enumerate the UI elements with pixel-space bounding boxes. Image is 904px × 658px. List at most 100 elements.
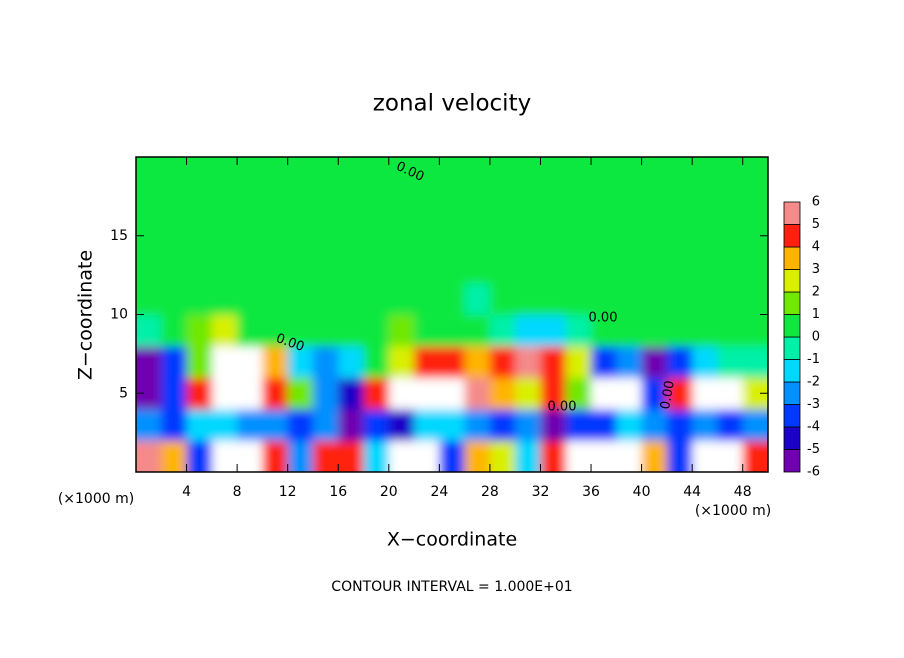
heat-cell: [211, 220, 238, 252]
heatmap: [136, 157, 768, 472]
heat-cell: [287, 283, 314, 315]
heat-cell: [388, 409, 415, 441]
heat-cell: [136, 409, 162, 441]
heat-cell: [237, 157, 263, 189]
heat-cell: [338, 251, 365, 284]
heat-cell: [287, 251, 314, 284]
unit-label: (×1000 m): [695, 503, 771, 519]
colorbar-swatch: [783, 269, 801, 293]
heat-cell: [616, 440, 643, 472]
heat-cell: [742, 251, 768, 284]
heat-cell: [136, 346, 162, 378]
heat-cell: [287, 220, 314, 252]
heat-cell: [186, 409, 213, 441]
heat-cell: [540, 377, 567, 410]
heat-cell: [666, 283, 693, 315]
heat-cell: [312, 440, 339, 472]
x-tick-label: 16: [329, 484, 347, 500]
heat-cell: [591, 440, 617, 472]
heat-cell: [489, 314, 516, 347]
colorbar-label: -5: [807, 442, 820, 457]
colorbar-swatch: [783, 336, 801, 360]
heat-cell: [591, 283, 617, 315]
heat-cell: [312, 251, 339, 284]
heat-cell: [262, 251, 289, 284]
heat-cell: [363, 346, 390, 378]
chart-title: zonal velocity: [373, 91, 531, 117]
heat-cell: [540, 220, 567, 252]
heat-cell: [641, 220, 668, 252]
heat-cell: [388, 283, 415, 315]
unit-label: (×1000 m): [58, 491, 134, 507]
colorbar-label: -2: [807, 375, 820, 390]
heat-cell: [414, 440, 440, 472]
heat-cell: [211, 314, 238, 347]
colorbar-label: 5: [812, 217, 820, 232]
heat-cell: [186, 314, 213, 347]
heat-cell: [211, 251, 238, 284]
heat-cell: [388, 251, 415, 284]
contour-label: 0.00: [589, 311, 618, 326]
heat-cell: [161, 346, 188, 378]
x-tick-label: 20: [380, 484, 398, 500]
heat-cell: [616, 188, 643, 221]
y-tick-label: 10: [110, 307, 128, 323]
heat-cell: [717, 220, 744, 252]
heat-cell: [742, 314, 768, 347]
heat-cell: [515, 314, 541, 347]
heat-cell: [414, 377, 440, 410]
heat-cell: [666, 314, 693, 347]
heat-cell: [666, 157, 693, 189]
heat-cell: [363, 377, 390, 410]
heat-cell: [388, 377, 415, 410]
heat-cell: [565, 188, 592, 221]
heat-cell: [515, 188, 541, 221]
heat-cell: [641, 188, 668, 221]
heat-cell: [540, 157, 567, 189]
colorbar-swatch: [783, 224, 801, 248]
heat-cell: [161, 314, 188, 347]
heat-cell: [439, 188, 466, 221]
heat-cell: [439, 251, 466, 284]
heat-cell: [237, 346, 263, 378]
colorbar-swatch: [783, 426, 801, 450]
footer: CONTOUR INTERVAL = 1.000E+01: [331, 579, 572, 595]
heat-cell: [464, 377, 491, 410]
heat-cell: [666, 409, 693, 441]
heat-cell: [161, 440, 188, 472]
heat-cell: [489, 346, 516, 378]
heat-cell: [287, 377, 314, 410]
x-tick-label: 32: [532, 484, 550, 500]
heat-cell: [262, 220, 289, 252]
heat-cell: [464, 283, 491, 315]
heat-cell: [515, 157, 541, 189]
colorbar-label: 4: [812, 240, 820, 255]
heat-cell: [338, 220, 365, 252]
heat-cell: [717, 377, 744, 410]
heat-cell: [692, 377, 718, 410]
heat-cell: [161, 409, 188, 441]
heat-cell: [742, 409, 768, 441]
heat-cell: [489, 251, 516, 284]
x-tick-label: 8: [233, 484, 242, 500]
heat-cell: [312, 314, 339, 347]
heat-cell: [439, 157, 466, 189]
heat-cell: [489, 157, 516, 189]
heat-cell: [237, 188, 263, 221]
heat-cell: [237, 251, 263, 284]
heat-cell: [161, 377, 188, 410]
heat-cell: [616, 251, 643, 284]
heat-cell: [136, 188, 162, 221]
colorbar-swatch: [783, 404, 801, 428]
heat-cell: [489, 440, 516, 472]
heat-cell: [388, 346, 415, 378]
heat-cell: [161, 157, 188, 189]
heat-cell: [591, 251, 617, 284]
heat-cell: [565, 314, 592, 347]
heat-cell: [641, 283, 668, 315]
heat-cell: [692, 314, 718, 347]
heat-cell: [262, 314, 289, 347]
heat-cell: [312, 283, 339, 315]
heat-cell: [565, 409, 592, 441]
heat-cell: [237, 440, 263, 472]
